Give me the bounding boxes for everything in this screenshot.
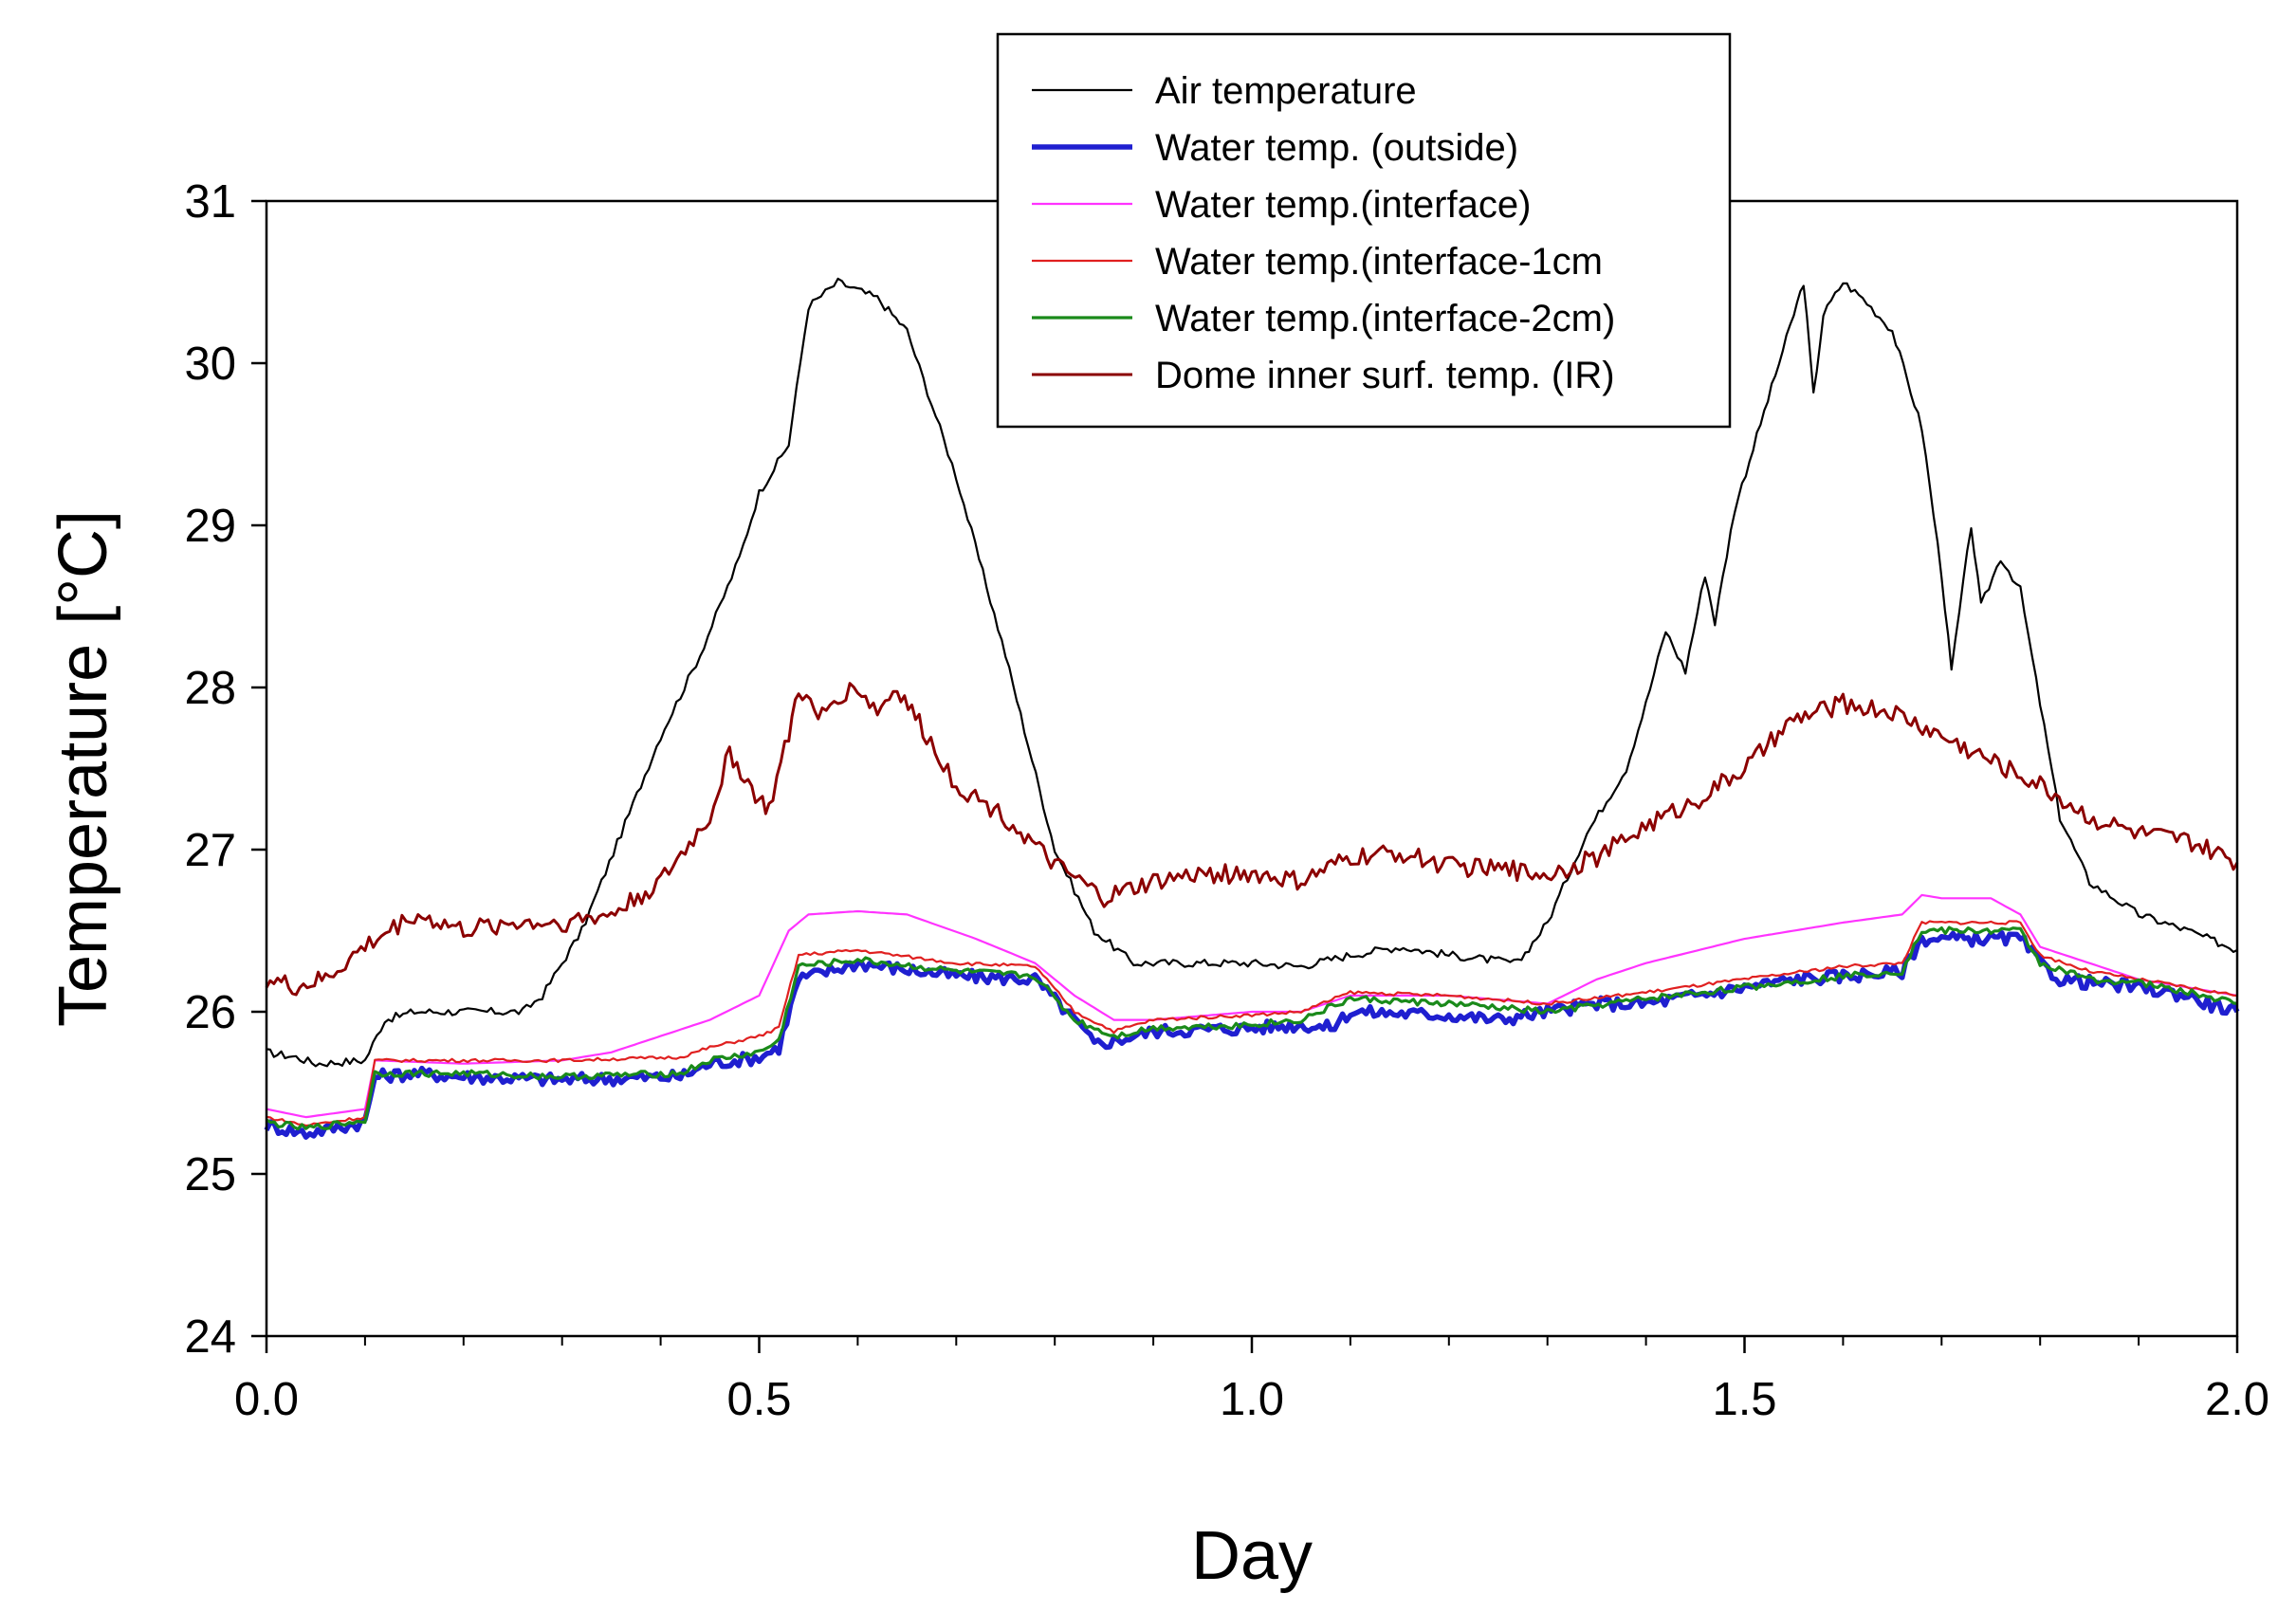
- x-tick-label: 0.5: [726, 1374, 791, 1425]
- x-tick-label: 2.0: [2205, 1374, 2269, 1425]
- x-tick-label: 1.0: [1220, 1374, 1284, 1425]
- ticks-layer: 24 25 26 27 28 29 30 31 0.0 0.5 1.0 1.5 2.0: [184, 176, 2269, 1425]
- series-line-3: [266, 920, 2238, 1127]
- legend-box: [996, 32, 1732, 429]
- legend-label: Water temp. (outside): [1155, 127, 1518, 169]
- legend: Air temperature Water temp. (outside) Wate…: [996, 32, 1732, 429]
- y-tick-label: 30: [184, 339, 236, 390]
- y-tick-label: 27: [184, 825, 236, 876]
- series-layer: [264, 277, 2240, 1140]
- legend-label: Water temp.(interface-2cm): [1155, 298, 1615, 339]
- series-line-1: [264, 929, 2240, 1140]
- series-line-0: [266, 277, 2238, 1068]
- series-line-5: [265, 682, 2239, 997]
- x-tick-label: 0.0: [234, 1374, 299, 1425]
- series-line-2: [266, 893, 2238, 1119]
- y-tick-label: 26: [184, 987, 236, 1038]
- y-tick-label: 28: [184, 663, 236, 714]
- x-axis-title: Day: [1191, 1518, 1313, 1594]
- y-tick-label: 29: [184, 501, 236, 552]
- y-tick-label: 31: [184, 176, 236, 228]
- legend-label: Dome inner surf. temp. (IR): [1155, 355, 1615, 396]
- x-tick-label: 1.5: [1712, 1374, 1776, 1425]
- series-line-4: [266, 925, 2238, 1131]
- y-axis-title: Temperature [°C]: [46, 510, 121, 1027]
- legend-label: Air temperature: [1155, 70, 1417, 112]
- legend-label: Water temp.(interface): [1155, 184, 1531, 226]
- legend-label: Water temp.(interface-1cm: [1155, 241, 1603, 283]
- y-tick-label: 24: [184, 1311, 236, 1363]
- y-tick-label: 25: [184, 1149, 236, 1200]
